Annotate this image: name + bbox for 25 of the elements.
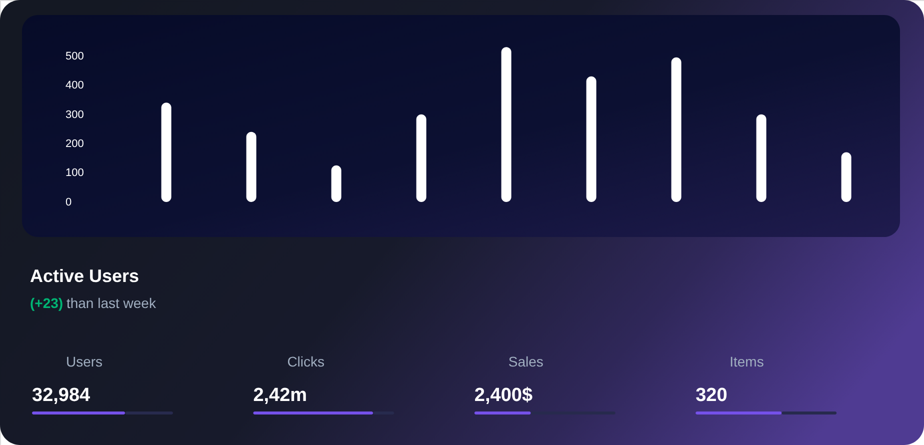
- y-tick-label: 500: [66, 50, 84, 62]
- bar: [331, 165, 342, 202]
- chart-subtitle: 2,42m: [253, 385, 308, 406]
- bar: [246, 132, 256, 202]
- y-tick-label: 200: [66, 138, 84, 150]
- bar: [501, 47, 512, 202]
- bar: [586, 76, 596, 202]
- text: Active Users: [30, 266, 140, 286]
- bar: [671, 57, 682, 202]
- text: (+23) than last week: [30, 295, 157, 311]
- chart-title: Items: [730, 354, 764, 370]
- bar: [841, 152, 852, 202]
- bar: [756, 114, 766, 202]
- bar: [416, 114, 426, 202]
- chart-subtitle: 2,400$: [474, 385, 533, 406]
- chart-title: Sales: [508, 354, 544, 370]
- chart-title: Users: [66, 354, 103, 370]
- bar: [161, 102, 172, 202]
- y-tick-label: 400: [66, 80, 84, 92]
- chart-title: Clicks: [287, 354, 325, 370]
- chart-subtitle: 320: [696, 385, 728, 406]
- y-tick-label: 300: [66, 108, 84, 121]
- y-tick-label: 0: [66, 196, 72, 208]
- chart-subtitle: 32,984: [32, 385, 91, 406]
- y-tick-label: 100: [66, 167, 84, 180]
